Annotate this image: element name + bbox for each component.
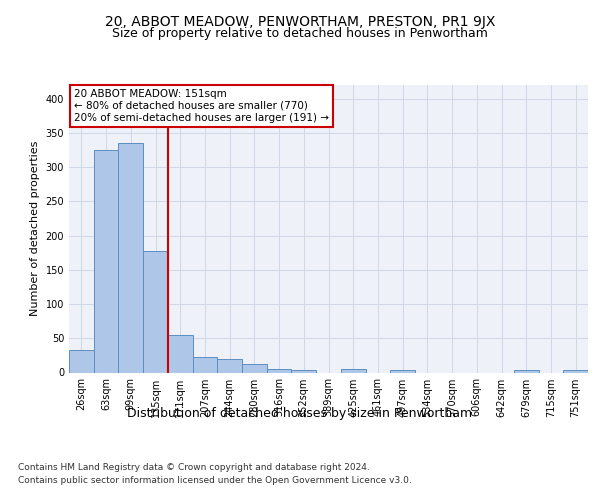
Text: 20, ABBOT MEADOW, PENWORTHAM, PRESTON, PR1 9JX: 20, ABBOT MEADOW, PENWORTHAM, PRESTON, P… (105, 15, 495, 29)
Bar (143, 250, 168, 372)
Bar (69, 350, 94, 372)
Bar (94, 150, 118, 372)
Bar (514, 370, 539, 372)
Bar (292, 370, 316, 372)
Text: Distribution of detached houses by size in Penwortham: Distribution of detached houses by size … (127, 408, 473, 420)
Text: Size of property relative to detached houses in Penwortham: Size of property relative to detached ho… (112, 28, 488, 40)
Bar (193, 358, 217, 372)
Bar (563, 370, 588, 372)
Text: 20 ABBOT MEADOW: 151sqm
← 80% of detached houses are smaller (770)
20% of semi-d: 20 ABBOT MEADOW: 151sqm ← 80% of detache… (74, 90, 329, 122)
Bar (341, 369, 365, 372)
Bar (242, 364, 267, 372)
Bar (217, 359, 242, 372)
Text: Contains HM Land Registry data © Crown copyright and database right 2024.: Contains HM Land Registry data © Crown c… (18, 462, 370, 471)
Bar (390, 370, 415, 372)
Y-axis label: Number of detached properties: Number of detached properties (30, 141, 40, 316)
Text: Contains public sector information licensed under the Open Government Licence v3: Contains public sector information licen… (18, 476, 412, 485)
Bar (267, 369, 292, 372)
Bar (168, 335, 193, 372)
Bar (118, 143, 143, 372)
